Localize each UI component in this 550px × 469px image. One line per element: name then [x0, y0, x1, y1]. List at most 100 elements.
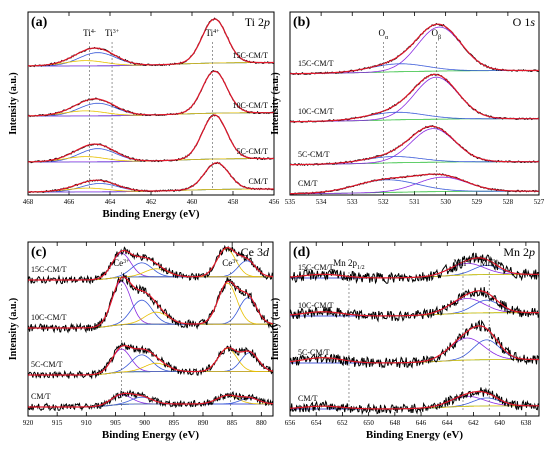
raw-data-line [289, 319, 540, 369]
x-tick-label: 458 [228, 198, 239, 206]
x-tick-label: 533 [347, 198, 358, 206]
annotation-base: O [432, 28, 439, 38]
raw-data-line [27, 389, 274, 412]
annotation-base: Ti [83, 28, 91, 38]
fit-envelope-line [28, 344, 274, 376]
peak-annotation: Ce3+ [113, 258, 130, 268]
annotation-base: Ti [105, 28, 113, 38]
panel-letter: (d) [293, 245, 310, 260]
peak-annotation: Mn 2p1/2 [333, 258, 364, 271]
panel-title-main: Ti 2 [245, 15, 264, 29]
component-peak [28, 162, 274, 193]
x-tick-label: 640 [494, 419, 505, 427]
panel-title: Ce 3d [241, 245, 270, 259]
x-tick-label: 915 [52, 419, 63, 427]
x-tick-label: 648 [390, 419, 401, 427]
sample-label: 10C-CM/T [31, 313, 67, 322]
spectrum-5C-CM/T [289, 319, 540, 369]
peak-annotation: Ti4+ [205, 28, 220, 38]
annotation-base: Mn 2p [333, 258, 357, 268]
panel-title-main: Ce 3 [241, 245, 263, 259]
peak-annotation: Ce3+ [222, 258, 239, 268]
fit-envelope-line [289, 290, 539, 317]
panel-title: O 1s [513, 15, 536, 29]
annotation-sup: 3+ [232, 259, 239, 265]
sample-label: CM/T [298, 394, 318, 403]
peak-annotation: Mn3+ [480, 258, 500, 268]
x-axis-label: Binding Energy (eV) [366, 429, 464, 441]
x-tick-label: 532 [378, 198, 389, 206]
spectrum-CM/T [27, 389, 274, 412]
fit-envelope-line [28, 247, 273, 281]
spectrum-10C-CM/T [27, 69, 275, 118]
panel-title-italic: p [528, 245, 535, 259]
annotation-base: Mn [480, 258, 493, 268]
panel-letter: (c) [31, 245, 47, 260]
annotation-base: Ce [222, 258, 232, 268]
fit-envelope-line [28, 114, 274, 163]
panel-letter: (a) [31, 15, 48, 30]
panel-title-main: Mn 2 [503, 245, 529, 259]
spectrum-15C-CM/T [289, 252, 540, 285]
x-tick-label: 890 [198, 419, 209, 427]
sample-label: CM/T [298, 179, 318, 188]
x-tick-label: 534 [316, 198, 327, 206]
panel-b: 535 534 533 532 531 530 529 528 527 (b) O 1s Intens… [270, 11, 545, 206]
spectrum-5C-CM/T [27, 114, 275, 164]
x-tick-label: 642 [468, 419, 479, 427]
sample-label: 5C-CM/T [31, 360, 63, 369]
raw-data-line [27, 341, 274, 380]
annotation-sup: 3+ [123, 259, 130, 265]
spectrum-CM/T [289, 173, 540, 195]
annotation-base: O [379, 28, 386, 38]
fit-envelope-line [28, 392, 274, 408]
x-tick-label: 650 [363, 419, 374, 427]
x-tick-label: 530 [440, 198, 451, 206]
x-tick-label: 462 [146, 198, 157, 206]
fit-envelope-line [28, 18, 274, 67]
spectrum-CM/T [289, 387, 540, 416]
x-tick-label: 654 [311, 419, 322, 427]
peak-annotation: Oβ [432, 28, 442, 41]
x-tick-label: 920 [23, 419, 34, 427]
y-axis-label: Intensity (a.u.) [270, 298, 281, 361]
annotation-sup: 3+ [113, 29, 120, 35]
panel-title-italic: s [530, 15, 535, 29]
annotation-sub: β [438, 35, 441, 41]
panel-title-main: O 1 [513, 15, 531, 29]
plot-frame [289, 241, 540, 417]
sample-label: 5C-CM/T [298, 348, 330, 357]
x-tick-label: 905 [110, 419, 121, 427]
spectrum-15C-CM/T [27, 17, 275, 68]
raw-data-line [289, 252, 540, 285]
x-tick-label: 468 [23, 198, 34, 206]
spectrum-5C-CM/T [289, 124, 540, 166]
x-tick-label: 880 [256, 419, 267, 427]
panel-c: 920 915 910 905 900 895 890 885 880 (c) Ce 3d Inten… [8, 241, 274, 441]
y-axis-label: Intensity (a.u.) [8, 298, 19, 361]
sample-label: 5C-CM/T [236, 147, 268, 156]
x-tick-label: 910 [81, 419, 92, 427]
fit-envelope-line [290, 73, 539, 123]
annotation-base: Mn [454, 258, 467, 268]
sample-label: CM/T [248, 177, 268, 186]
fit-envelope-line [290, 125, 539, 166]
panel-title: Ti 2p [245, 15, 270, 29]
spectrum-10C-CM/T [27, 272, 274, 334]
x-tick-label: 638 [521, 419, 532, 427]
sample-label: 10C-CM/T [298, 107, 334, 116]
peak-annotation: Mn4+ [454, 258, 474, 268]
annotation-base: Ce [113, 258, 123, 268]
spectrum-5C-CM/T [27, 341, 274, 380]
annotation-sup: 4+ [466, 259, 473, 265]
spectrum-CM/T [27, 161, 275, 194]
sample-label: 15C-CM/T [232, 51, 268, 60]
fit-envelope-line [28, 276, 274, 329]
x-tick-label: 885 [227, 419, 238, 427]
y-axis-label: Intensity (a.u.) [8, 72, 19, 135]
spectrum-15C-CM/T [289, 22, 540, 76]
fit-envelope-line [28, 162, 274, 193]
peak-annotation: Oα [379, 28, 390, 41]
fit-envelope-line [289, 257, 539, 279]
